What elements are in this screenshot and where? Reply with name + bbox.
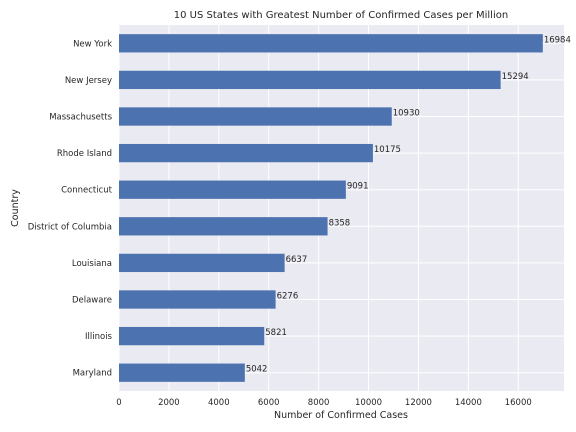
data-label-4: 9091: [347, 182, 369, 192]
x-tick-label-7: 14000: [455, 398, 482, 408]
data-label-3: 10175: [374, 145, 401, 155]
x-tick-label-8: 16000: [505, 398, 532, 408]
x-tick-label-0: 0: [116, 398, 121, 408]
category-label-4: Connecticut: [61, 186, 113, 196]
x-tick-label-3: 6000: [258, 398, 280, 408]
category-label-3: Rhode Island: [57, 149, 112, 159]
chart-title: 10 US States with Greatest Number of Con…: [174, 10, 508, 21]
x-tick-label-1: 2000: [158, 398, 180, 408]
x-tick-label-2: 4000: [208, 398, 230, 408]
category-labels: New York New Jersey Massachusetts Rhode Isl…: [28, 39, 113, 378]
category-label-7: Delaware: [72, 296, 112, 306]
data-label-5: 8358: [329, 218, 351, 228]
category-label-5: District of Columbia: [28, 222, 112, 232]
bar-6: [119, 253, 285, 273]
bar-9: [119, 363, 245, 382]
category-label-1: New Jersey: [65, 76, 112, 86]
bar-3: [119, 143, 373, 163]
category-label-0: New York: [73, 39, 112, 49]
category-label-9: Maryland: [73, 369, 112, 379]
data-label-7: 6276: [277, 292, 299, 302]
data-label-0: 16984: [544, 35, 571, 45]
bar-2: [119, 107, 392, 126]
bar-4: [119, 180, 346, 199]
bar-7: [119, 290, 276, 309]
bar-5: [119, 217, 328, 236]
data-label-2: 10930: [393, 109, 420, 119]
data-label-1: 15294: [502, 72, 529, 82]
x-axis-label: Number of Confirmed Cases: [274, 410, 408, 421]
bar-0: [119, 34, 543, 53]
category-label-2: Massachusetts: [49, 113, 112, 123]
category-label-8: Illinois: [85, 332, 113, 342]
x-tick-label-5: 10000: [355, 398, 382, 408]
bars: 16984 15294 10930 10175 9091 8358 6637 6276 5821…: [119, 34, 571, 382]
bar-1: [119, 70, 501, 90]
x-tick-label-4: 8000: [308, 398, 330, 408]
y-axis-label: Country: [10, 189, 21, 227]
x-tick-label-6: 12000: [405, 398, 432, 408]
data-label-9: 5042: [246, 365, 268, 375]
bar-8: [119, 326, 265, 346]
data-label-6: 6637: [286, 255, 308, 265]
data-label-8: 5821: [265, 328, 287, 338]
category-label-6: Louisiana: [72, 259, 112, 269]
x-tick-labels: 0 2000 4000 6000 8000 10000 12000 14000 16000: [116, 398, 531, 408]
